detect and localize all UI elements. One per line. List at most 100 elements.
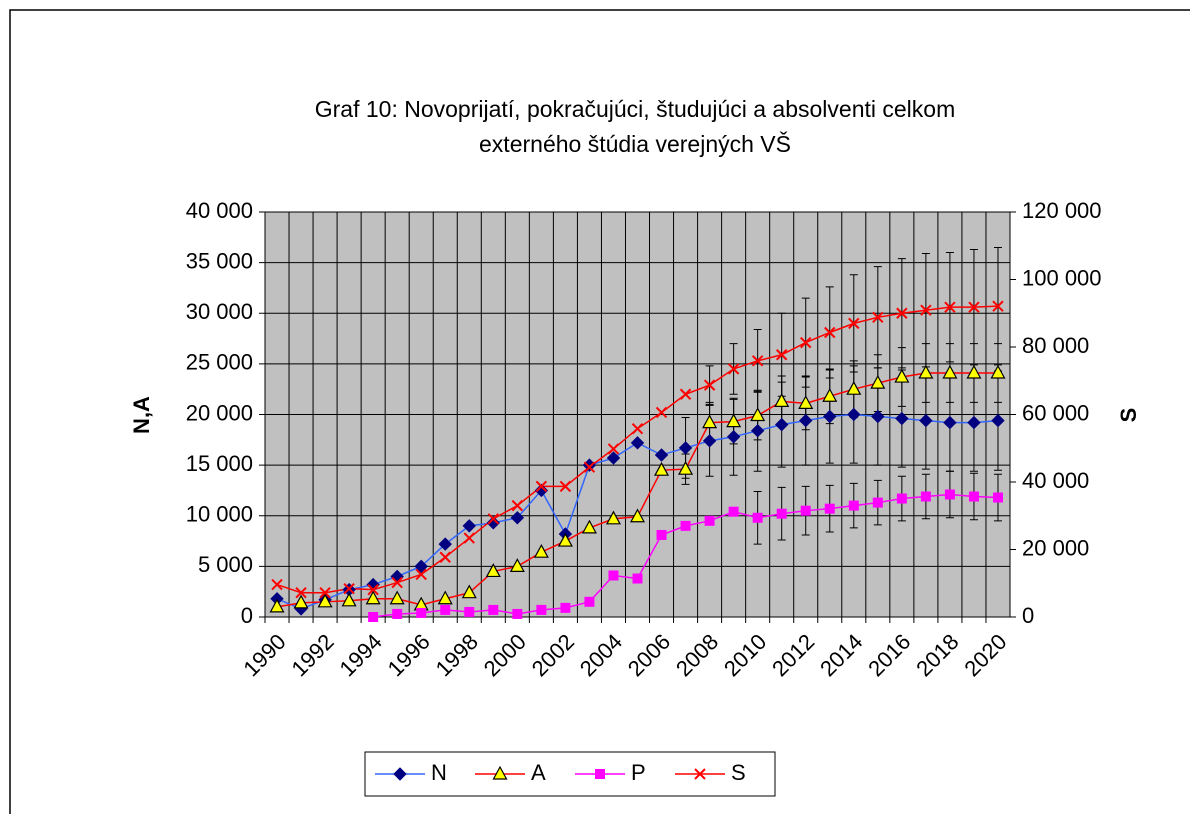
data-point — [487, 513, 500, 525]
data-point — [391, 576, 403, 589]
data-point — [535, 480, 548, 493]
data-point — [463, 532, 475, 544]
data-point — [702, 434, 717, 448]
data-point — [871, 409, 885, 424]
data-point — [992, 300, 1004, 312]
y-tick-label: 40 000 — [186, 198, 253, 223]
data-point — [365, 590, 381, 605]
data-point — [608, 570, 619, 581]
data-point — [799, 413, 813, 428]
legend-marker — [595, 769, 605, 779]
data-point — [800, 505, 811, 516]
data-point — [727, 363, 740, 375]
y2-tick-label: 0 — [1022, 603, 1034, 628]
data-point — [920, 491, 931, 502]
data-point — [343, 582, 355, 595]
data-point — [942, 364, 958, 379]
data-point — [607, 443, 620, 455]
y2-tick-label: 20 000 — [1022, 535, 1089, 560]
y-tick-label: 10 000 — [186, 502, 253, 527]
data-point — [559, 480, 572, 493]
data-point — [968, 491, 979, 502]
data-point — [511, 499, 524, 512]
data-point — [894, 368, 910, 383]
data-point — [632, 573, 643, 584]
data-point — [895, 411, 909, 426]
legend-label: N — [431, 760, 447, 785]
data-point — [341, 592, 357, 607]
y-tick-label: 25 000 — [186, 350, 253, 375]
data-point — [584, 596, 595, 607]
data-point — [847, 407, 861, 422]
data-point — [654, 461, 670, 476]
legend-marker — [492, 765, 508, 780]
data-point — [629, 508, 646, 523]
chart-title: Graf 10: Novoprijatí, pokračujúci, študu… — [315, 96, 955, 122]
data-point — [824, 326, 836, 339]
y-tick-label: 15 000 — [186, 451, 253, 476]
data-point — [944, 301, 956, 313]
data-point — [990, 364, 1006, 379]
data-point — [654, 448, 669, 462]
data-point — [919, 413, 933, 428]
data-point — [678, 460, 694, 475]
data-point — [991, 413, 1005, 428]
data-point — [726, 413, 742, 428]
y-tick-label: 0 — [241, 603, 253, 628]
data-point — [440, 604, 451, 615]
data-point — [966, 364, 982, 379]
data-point — [461, 584, 477, 599]
data-point — [605, 510, 621, 525]
legend-marker — [694, 768, 706, 780]
y2-tick-label: 100 000 — [1022, 265, 1102, 290]
data-point — [488, 604, 499, 615]
data-point — [775, 349, 788, 361]
data-point — [437, 590, 453, 605]
data-point — [703, 379, 716, 391]
data-point — [560, 602, 571, 613]
data-point — [728, 506, 739, 517]
data-point — [680, 520, 691, 531]
data-point — [967, 415, 981, 430]
data-point — [367, 583, 379, 596]
data-point — [581, 519, 597, 534]
y-tick-label: 35 000 — [186, 248, 253, 273]
data-point — [534, 483, 549, 498]
data-point — [750, 423, 765, 438]
y2-tick-label: 60 000 — [1022, 400, 1089, 425]
data-point — [774, 393, 790, 407]
data-point — [752, 512, 763, 523]
data-point — [798, 395, 814, 409]
legend-label: A — [531, 760, 546, 785]
data-point — [846, 380, 862, 395]
y2-tick-label: 80 000 — [1022, 333, 1089, 358]
data-point — [824, 503, 835, 514]
data-point — [631, 422, 644, 435]
data-point — [416, 607, 427, 618]
chart-title: externého štúdia verejných VŠ — [479, 130, 791, 157]
data-point — [896, 493, 907, 504]
data-point — [822, 388, 838, 402]
data-point — [486, 516, 501, 530]
data-point — [557, 532, 573, 547]
data-point — [704, 515, 715, 526]
data-point — [317, 593, 333, 608]
data-point — [774, 417, 789, 432]
data-point — [271, 578, 283, 591]
data-point — [751, 355, 764, 367]
data-point — [872, 311, 884, 324]
data-point — [920, 304, 932, 316]
data-point — [438, 537, 452, 551]
data-point — [872, 497, 883, 508]
data-point — [968, 301, 980, 313]
data-point — [679, 388, 692, 400]
legend-label: S — [731, 760, 746, 785]
data-point — [485, 563, 501, 578]
data-point — [776, 508, 787, 519]
y2-tick-label: 120 000 — [1022, 198, 1102, 223]
data-point — [269, 598, 285, 613]
y-tick-label: 5 000 — [198, 552, 253, 577]
data-point — [319, 586, 331, 599]
data-point — [944, 489, 955, 500]
